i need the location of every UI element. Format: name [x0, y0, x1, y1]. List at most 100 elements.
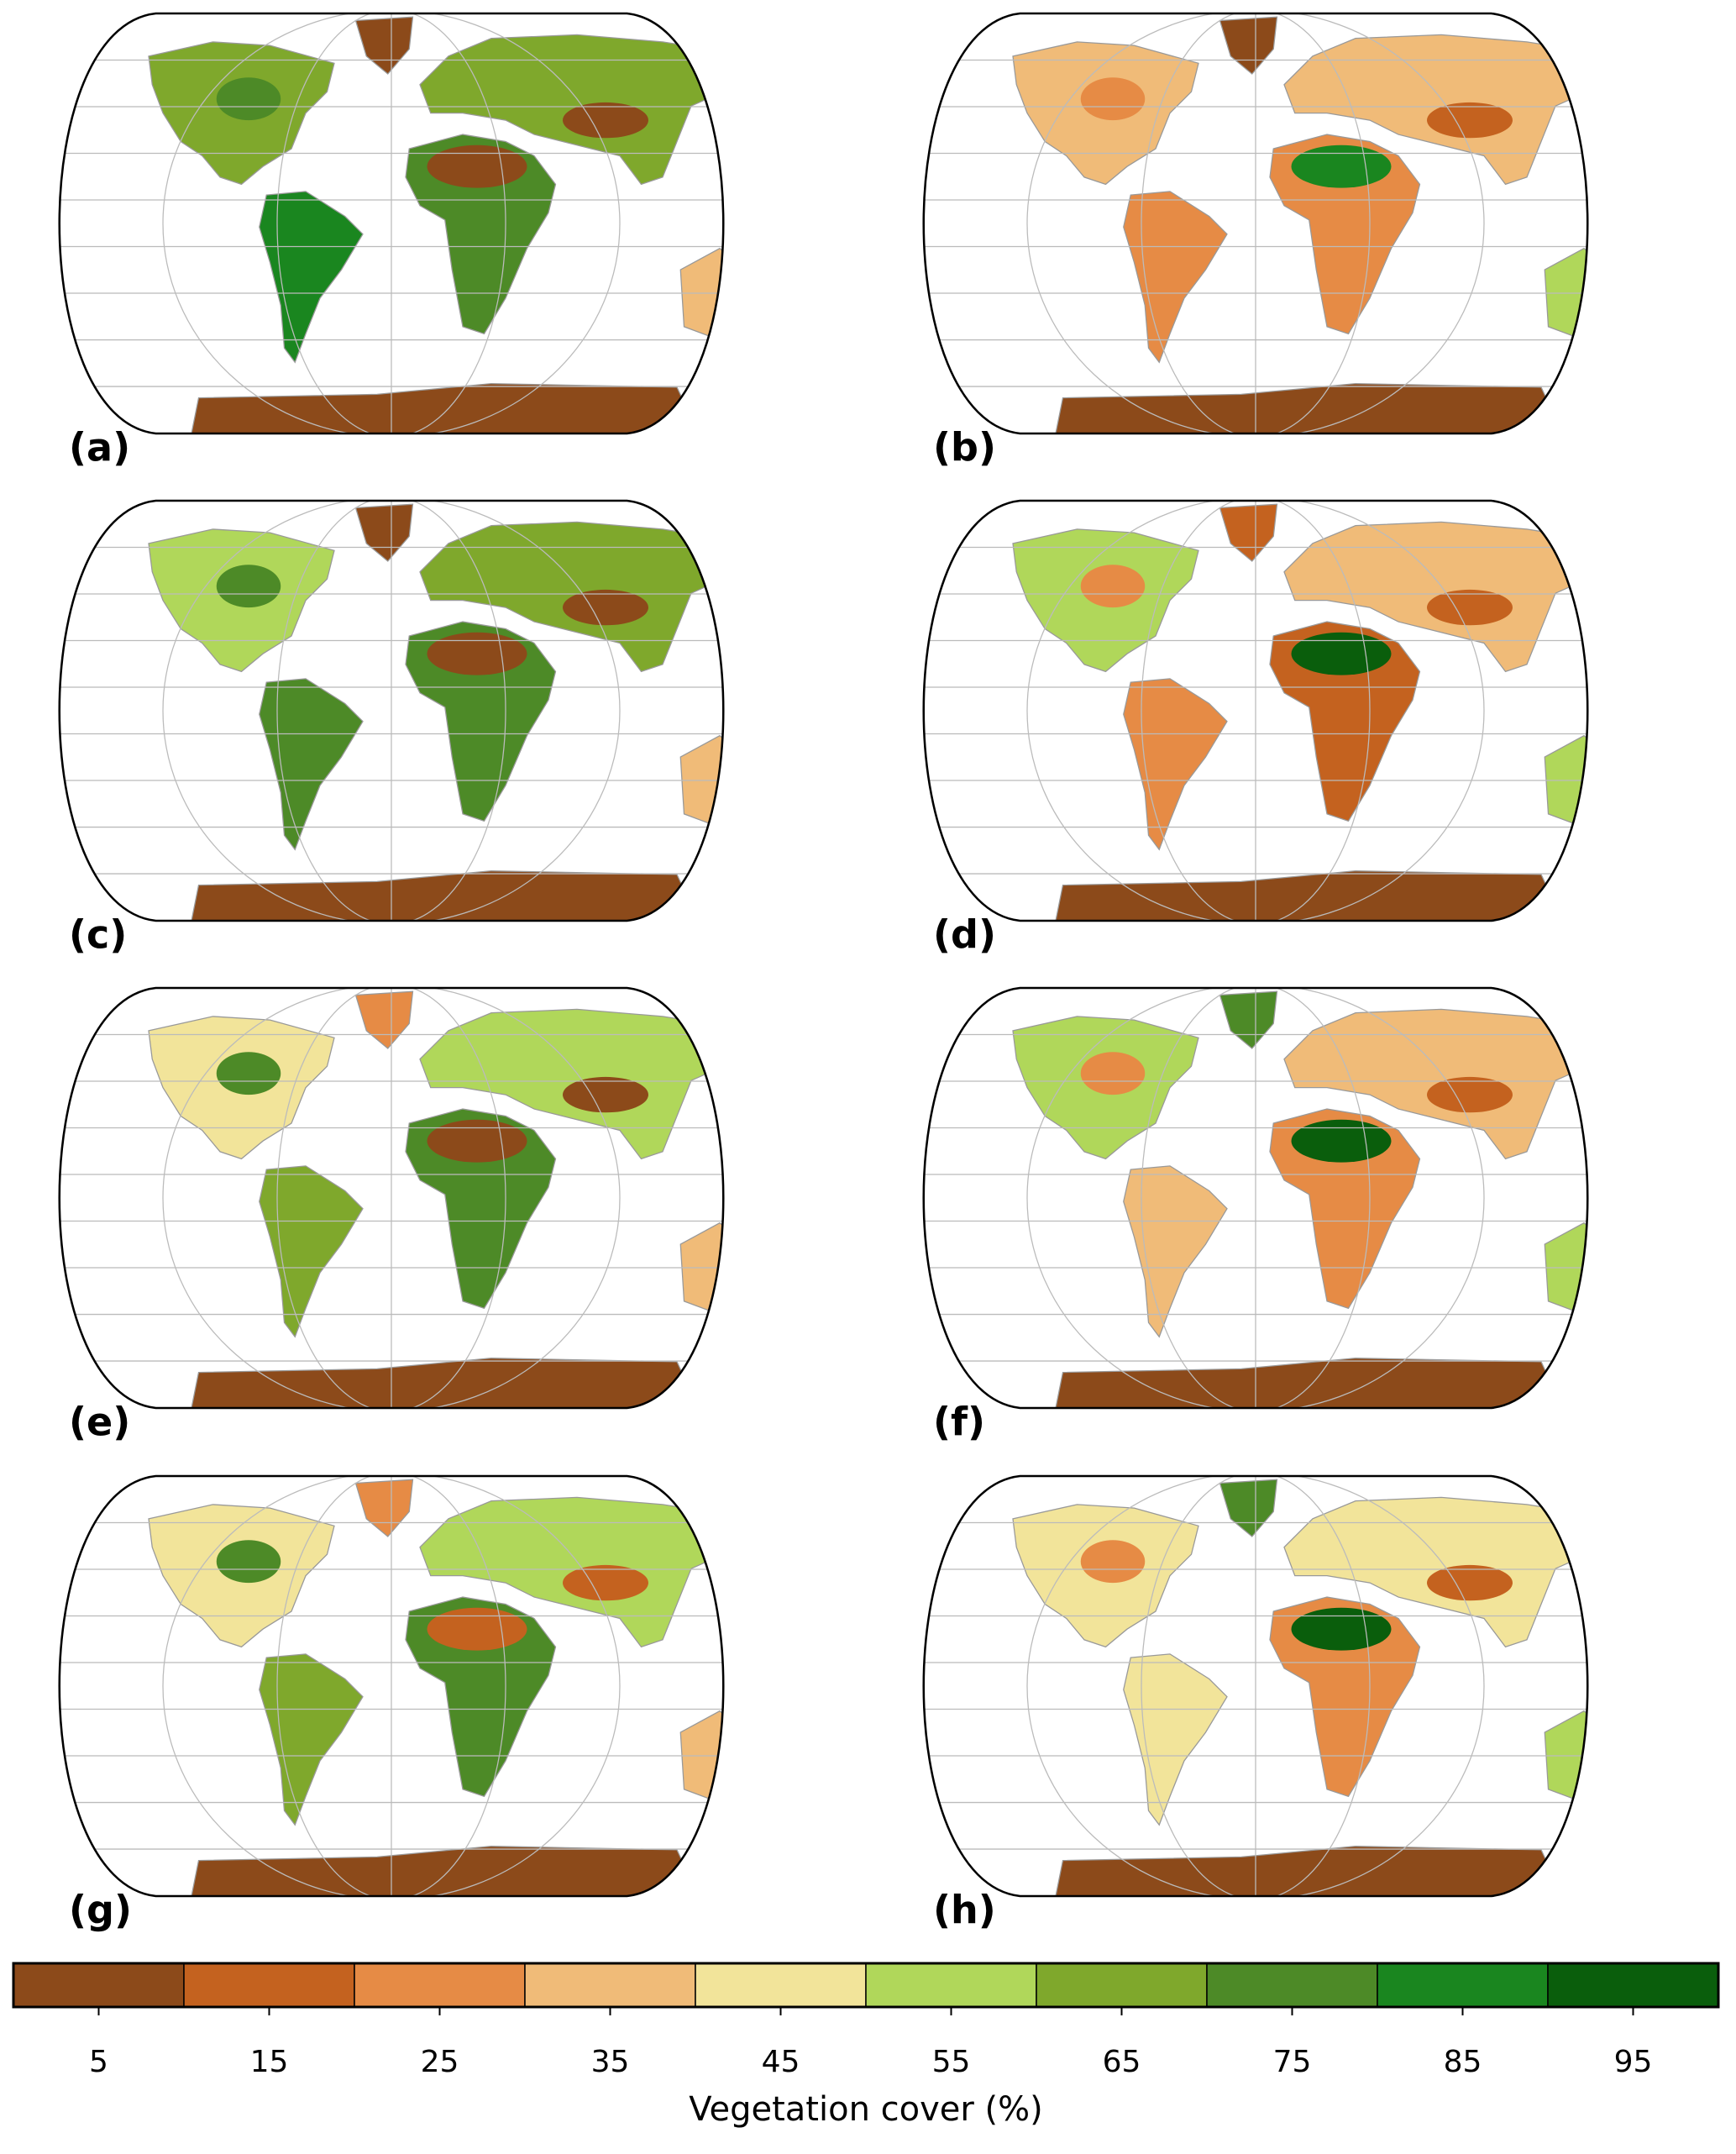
region: [1427, 1076, 1513, 1113]
landmass: [1269, 1108, 1421, 1310]
region: [1080, 1540, 1146, 1584]
landmass: [191, 1846, 700, 1897]
landmass: [191, 383, 700, 434]
region: [1427, 1564, 1513, 1601]
colorbar-label: Vegetation cover (%): [689, 2090, 1043, 2129]
region: [563, 589, 648, 626]
colorbar-bin: [354, 1962, 526, 2008]
map-panel: [922, 1474, 1589, 1898]
region: [563, 102, 648, 139]
landmass: [1269, 1596, 1421, 1798]
landmass: [1269, 621, 1421, 822]
colorbar-tick-label: 75: [1273, 2045, 1312, 2079]
map-frame: [922, 12, 1589, 435]
landmass: [1055, 1358, 1564, 1409]
map-content: [923, 1476, 1588, 1897]
region: [1427, 102, 1513, 139]
landmass: [1123, 678, 1228, 851]
colorbar-tick-label: 65: [1103, 2045, 1141, 2079]
map-content: [923, 988, 1588, 1409]
graticule: [276, 501, 506, 922]
graticule: [162, 988, 621, 1409]
landmass: [405, 621, 557, 822]
landmass: [191, 1358, 700, 1409]
region: [1080, 565, 1146, 608]
colorbar-bin: [1206, 1962, 1378, 2008]
colorbar-tick-label: 35: [591, 2045, 630, 2079]
region: [1291, 1119, 1392, 1163]
map-panel: [58, 12, 725, 435]
panel-label: (g): [69, 1888, 132, 1933]
colorbar-bin: [183, 1962, 355, 2008]
colorbar-frame: [12, 1962, 1720, 2009]
map-content: [923, 501, 1588, 922]
colorbar-tick-label: 45: [762, 2045, 800, 2079]
landmass: [1055, 383, 1564, 434]
graticule: [162, 1476, 621, 1897]
panel-label: (d): [933, 912, 996, 958]
region: [1291, 144, 1392, 188]
region: [1080, 1052, 1146, 1095]
map-content: [923, 13, 1588, 434]
map-frame: [922, 986, 1589, 1410]
landmass: [1055, 870, 1564, 922]
map-frame: [58, 12, 725, 435]
map-frame: [922, 1474, 1589, 1898]
panel-label: (c): [69, 912, 127, 958]
landmass: [1055, 1846, 1564, 1897]
region: [563, 1076, 648, 1113]
map-frame: [58, 986, 725, 1410]
map-panel: [922, 499, 1589, 922]
colorbar-tick-label: 55: [932, 2045, 971, 2079]
colorbar-tick-label: 15: [250, 2045, 289, 2079]
graticule: [1141, 13, 1371, 434]
colorbar-tick-label: 95: [1614, 2045, 1653, 2079]
map-frame: [58, 499, 725, 922]
region: [216, 1052, 281, 1095]
landmass: [405, 1596, 557, 1798]
landmass: [405, 1108, 557, 1310]
map-panel: [58, 986, 725, 1410]
colorbar-bin: [1036, 1962, 1208, 2008]
colorbar-bin: [524, 1962, 696, 2008]
graticule: [276, 13, 506, 434]
region: [216, 565, 281, 608]
graticule: [1026, 13, 1485, 434]
landmass: [1123, 191, 1228, 364]
landmass: [1269, 134, 1421, 335]
graticule: [1141, 501, 1371, 922]
region: [1291, 632, 1392, 675]
colorbar-tick-label: 5: [89, 2045, 108, 2079]
landmass: [1123, 1165, 1228, 1338]
map-content: [59, 13, 724, 434]
map-content: [59, 1476, 724, 1897]
region: [216, 77, 281, 121]
region: [1291, 1607, 1392, 1651]
region: [427, 632, 527, 675]
graticule: [162, 501, 621, 922]
panel-label: (h): [933, 1888, 996, 1933]
colorbar-tick-label: 25: [421, 2045, 459, 2079]
landmass: [259, 678, 364, 851]
panel-label: (e): [69, 1400, 130, 1445]
panel-label: (a): [69, 425, 130, 470]
graticule: [1026, 501, 1485, 922]
graticule: [1141, 1476, 1371, 1897]
landmass: [1123, 1653, 1228, 1826]
colorbar-bin: [13, 1962, 185, 2008]
graticule: [276, 1476, 506, 1897]
graticule: [276, 988, 506, 1409]
map-panel: [922, 12, 1589, 435]
region: [216, 1540, 281, 1584]
colorbar-bin: [695, 1962, 867, 2008]
landmass: [405, 134, 557, 335]
colorbar-tick-label: 85: [1444, 2045, 1482, 2079]
panel-label: (f): [933, 1400, 985, 1445]
region: [563, 1564, 648, 1601]
map-panel: [58, 499, 725, 922]
colorbar-bin: [1547, 1962, 1719, 2008]
map-frame: [922, 499, 1589, 922]
landmass: [259, 1653, 364, 1826]
map-panel: [58, 1474, 725, 1898]
